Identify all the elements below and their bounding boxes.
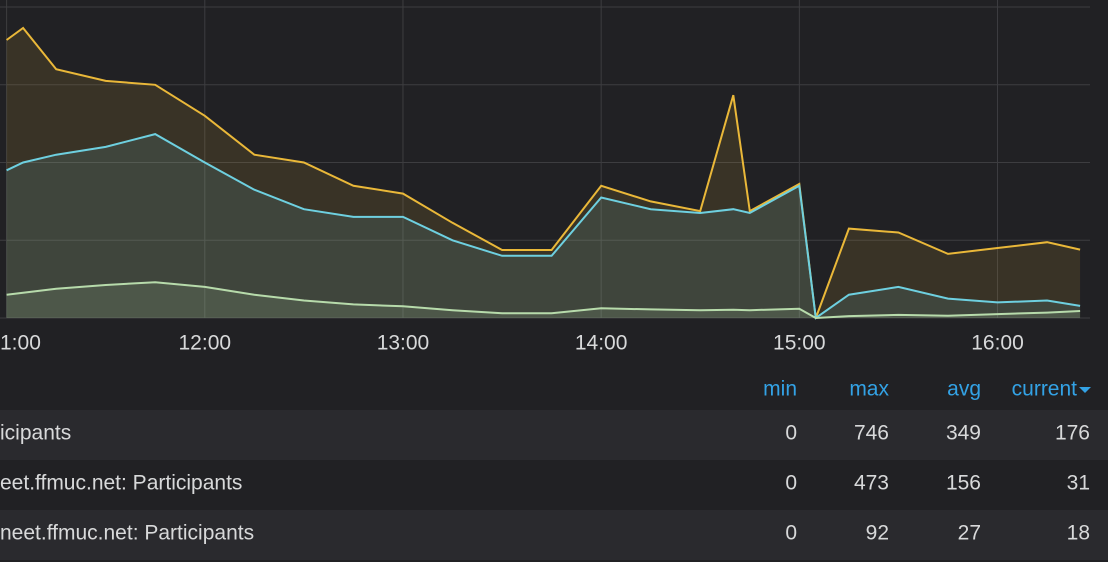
- x-tick-label: 13:00: [377, 332, 430, 355]
- area-fill: [6, 28, 1081, 318]
- series-line: [6, 133, 1081, 320]
- legend-series-name[interactable]: eet.ffmuc.net: Participants: [0, 472, 242, 495]
- legend-stat: 176: [1055, 422, 1090, 445]
- legend-row: [0, 410, 1108, 460]
- legend-stat: 27: [958, 522, 981, 545]
- legend-stat: 473: [854, 472, 889, 495]
- legend-stat: 0: [785, 422, 797, 445]
- x-tick-label: 12:00: [179, 332, 232, 355]
- area-fill: [6, 134, 1081, 318]
- legend-stat: 156: [946, 472, 981, 495]
- area-fill: [6, 282, 1081, 318]
- x-tick-label: 1:00: [0, 332, 41, 355]
- series-line: [6, 281, 1081, 320]
- x-tick-label: 14:00: [575, 332, 628, 355]
- x-tick-label: 15:00: [773, 332, 826, 355]
- legend-column-header[interactable]: min: [763, 378, 797, 401]
- legend-stat: 0: [785, 522, 797, 545]
- sort-icon: [1079, 387, 1091, 393]
- legend-stat: 349: [946, 422, 981, 445]
- legend-column-header[interactable]: current: [1012, 378, 1078, 401]
- series-line: [6, 26, 1081, 319]
- legend-stat: 0: [785, 472, 797, 495]
- legend-stat: 746: [854, 422, 889, 445]
- x-tick-label: 16:00: [971, 332, 1024, 355]
- legend-row: [0, 460, 1108, 510]
- legend-stat: 31: [1067, 472, 1090, 495]
- legend-row: [0, 510, 1108, 560]
- legend-series-name[interactable]: icipants: [0, 422, 71, 445]
- legend-column-header[interactable]: avg: [947, 378, 981, 401]
- legend-stat: 18: [1067, 522, 1090, 545]
- legend-column-header[interactable]: max: [849, 378, 889, 401]
- legend-stat: 92: [866, 522, 889, 545]
- legend-series-name[interactable]: neet.ffmuc.net: Participants: [0, 522, 254, 545]
